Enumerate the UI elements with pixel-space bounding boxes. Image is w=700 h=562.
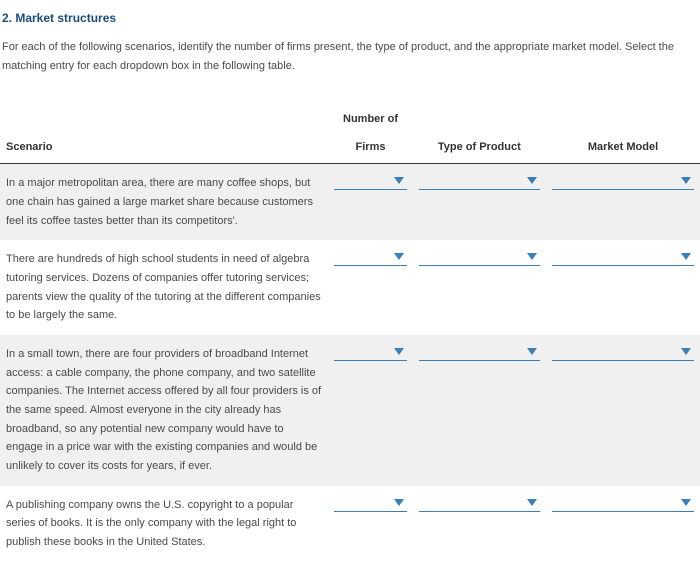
chevron-down-icon: [393, 175, 405, 185]
chevron-down-icon: [526, 497, 538, 507]
chevron-down-icon: [393, 251, 405, 261]
chevron-down-icon: [526, 346, 538, 356]
table-row: There are hundreds of high school studen…: [0, 240, 700, 335]
chevron-down-icon: [680, 497, 692, 507]
table-row: In a major metropolitan area, there are …: [0, 164, 700, 241]
chevron-down-icon: [526, 251, 538, 261]
product-type-dropdown[interactable]: [419, 345, 540, 361]
chevron-down-icon: [526, 175, 538, 185]
header-firms-top: Number of: [328, 106, 412, 135]
firms-dropdown[interactable]: [334, 496, 406, 512]
header-blank-model: [546, 106, 700, 135]
firms-dropdown[interactable]: [334, 345, 406, 361]
product-type-dropdown[interactable]: [419, 496, 540, 512]
market-model-dropdown[interactable]: [552, 496, 694, 512]
header-scenario: Scenario: [0, 134, 328, 163]
scenario-text: In a major metropolitan area, there are …: [0, 164, 328, 241]
market-model-dropdown[interactable]: [552, 174, 694, 190]
chevron-down-icon: [680, 346, 692, 356]
firms-dropdown[interactable]: [334, 174, 406, 190]
firms-dropdown[interactable]: [334, 250, 406, 266]
chevron-down-icon: [680, 175, 692, 185]
instructions-text: For each of the following scenarios, ide…: [0, 38, 700, 95]
table-row: A publishing company owns the U.S. copyr…: [0, 486, 700, 562]
scenario-text: A publishing company owns the U.S. copyr…: [0, 486, 328, 562]
header-blank-type: [413, 106, 546, 135]
market-model-dropdown[interactable]: [552, 250, 694, 266]
table-body: In a major metropolitan area, there are …: [0, 164, 700, 562]
header-blank: [0, 106, 328, 135]
table-row: In a small town, there are four provider…: [0, 335, 700, 486]
product-type-dropdown[interactable]: [419, 250, 540, 266]
scenario-text: In a small town, there are four provider…: [0, 335, 328, 486]
market-model-dropdown[interactable]: [552, 345, 694, 361]
header-firms: Firms: [328, 134, 412, 163]
product-type-dropdown[interactable]: [419, 174, 540, 190]
chevron-down-icon: [393, 346, 405, 356]
page-title: 2. Market structures: [0, 0, 700, 38]
header-type: Type of Product: [413, 134, 546, 163]
market-structures-table: Number of Scenario Firms Type of Product…: [0, 106, 700, 562]
scenario-text: There are hundreds of high school studen…: [0, 240, 328, 335]
header-model: Market Model: [546, 134, 700, 163]
chevron-down-icon: [680, 251, 692, 261]
chevron-down-icon: [393, 497, 405, 507]
